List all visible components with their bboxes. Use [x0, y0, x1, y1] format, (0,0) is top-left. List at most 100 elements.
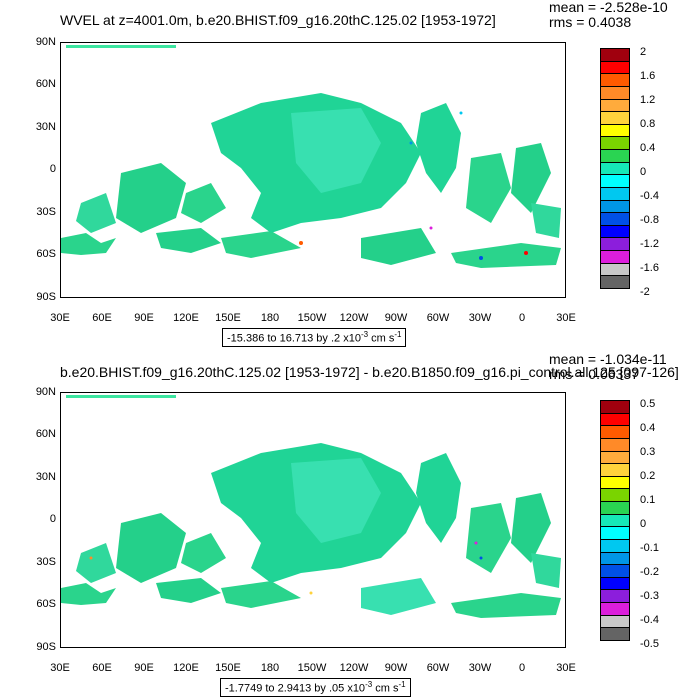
- colorbar-swatch: [600, 275, 630, 289]
- lat-label: 30N: [35, 121, 56, 133]
- lon-label: 120E: [173, 312, 199, 324]
- colorbar-label: -2: [640, 286, 650, 298]
- colorbar-swatch: [600, 199, 630, 213]
- panel-2-rms: rms = 0.06337: [549, 366, 639, 382]
- colorbar-label: 2: [640, 46, 647, 58]
- colorbar-label: -0.3: [640, 590, 659, 602]
- panel-1-rms: rms = 0.4038: [549, 14, 632, 30]
- colorbar-swatch: [600, 212, 630, 225]
- colorbar-swatch: [600, 627, 630, 641]
- lat-label: 0: [49, 513, 56, 525]
- range-text: -1.7749 to 2.9413 by .05 x10: [225, 682, 366, 695]
- lat-label: 90S: [36, 641, 56, 653]
- panel-2-map: [60, 392, 566, 648]
- range-exp: -3: [365, 680, 373, 689]
- lon-label: 90E: [134, 662, 154, 674]
- lon-label: 60W: [426, 312, 450, 324]
- colorbar-swatch: [600, 425, 630, 438]
- lon-label: 60E: [92, 662, 112, 674]
- colorbar-cells: [600, 400, 630, 641]
- colorbar-label: 0: [640, 518, 647, 530]
- lon-label: 90W: [384, 662, 408, 674]
- lon-label: 30W: [468, 312, 492, 324]
- range-unit: cm s: [372, 682, 399, 695]
- colorbar-swatch: [600, 48, 630, 61]
- panel-2-mean: mean = -1.034e-11: [549, 351, 667, 367]
- colorbar-label: 0.4: [640, 422, 656, 434]
- colorbar-label: -1.2: [640, 238, 659, 250]
- lon-label: 150E: [215, 662, 241, 674]
- panel-2-range-box: -1.7749 to 2.9413 by .05 x10-3 cm s-1: [220, 678, 411, 697]
- colorbar-label: 1.6: [640, 70, 656, 82]
- colorbar-swatch: [600, 73, 630, 86]
- colorbar-swatch: [600, 475, 630, 489]
- panel-2-landmass-field: [61, 395, 561, 618]
- colorbar-swatch: [600, 538, 630, 552]
- colorbar-label: 0.1: [640, 494, 656, 506]
- colorbar-label: 1.2: [640, 94, 656, 106]
- lat-label: 60N: [35, 78, 56, 90]
- colorbar-label: 0.5: [640, 398, 656, 410]
- panel-1-map: [60, 42, 566, 298]
- colorbar-label: 0.3: [640, 446, 656, 458]
- colorbar-swatch: [600, 551, 630, 565]
- colorbar-label: 0.2: [640, 470, 656, 482]
- colorbar-swatch: [600, 614, 630, 628]
- colorbar-swatch: [600, 576, 630, 590]
- colorbar-swatch: [600, 174, 630, 187]
- colorbar-label: 0.8: [640, 118, 656, 130]
- colorbar-swatch: [600, 501, 630, 514]
- colorbar-label: -0.8: [640, 214, 659, 226]
- colorbar-label: -0.4: [640, 190, 659, 202]
- colorbar-swatch: [600, 564, 630, 577]
- colorbar-swatch: [600, 60, 630, 74]
- lon-label: 30W: [468, 662, 492, 674]
- panel-2-title: b.e20.BHIST.f09_g16.20thC.125.02 [1953-1…: [60, 364, 679, 380]
- lon-label: 150W: [297, 662, 327, 674]
- lon-label: 30E: [50, 312, 70, 324]
- lat-label: 60S: [36, 598, 56, 610]
- range-unit: cm s: [368, 332, 395, 345]
- panel-1-mean: mean = -2.528e-10: [549, 0, 668, 15]
- lat-label: 30N: [35, 471, 56, 483]
- colorbar-swatch: [600, 250, 630, 263]
- lon-label: 180: [260, 662, 280, 674]
- range-exp: -3: [360, 330, 369, 339]
- lon-label: 60E: [92, 312, 112, 324]
- colorbar-swatch: [600, 513, 630, 527]
- lon-label: 120W: [339, 662, 369, 674]
- lon-label: 150W: [297, 312, 327, 324]
- lon-label: 30E: [556, 662, 576, 674]
- lat-label: 30S: [36, 206, 56, 218]
- colorbar-cells: [600, 48, 630, 289]
- colorbar-label: -1.6: [640, 262, 659, 274]
- colorbar-swatch: [600, 85, 630, 99]
- colorbar-label: -0.1: [640, 542, 659, 554]
- panel-1-title: WVEL at z=4001.0m, b.e20.BHIST.f09_g16.2…: [60, 12, 496, 28]
- lat-label: 60N: [35, 428, 56, 440]
- panel-1-landmass-field: [61, 45, 561, 268]
- colorbar-swatch: [600, 98, 630, 112]
- lon-label: 30E: [50, 662, 70, 674]
- colorbar-swatch: [600, 602, 630, 615]
- lon-label: 90W: [384, 312, 408, 324]
- lon-label: 0: [518, 662, 526, 674]
- colorbar-swatch: [600, 400, 630, 413]
- panel-1-range-box: -15.386 to 16.713 by .2 x10-3 cm s-1: [222, 328, 407, 347]
- range-unit-exp: -1: [398, 680, 406, 689]
- lat-label: 90N: [35, 386, 56, 398]
- lat-label: 90N: [35, 36, 56, 48]
- colorbar-swatch: [600, 161, 630, 175]
- colorbar-swatch: [600, 463, 630, 476]
- colorbar-label: -0.4: [640, 614, 659, 626]
- colorbar-swatch: [600, 526, 630, 539]
- range-text: -15.386 to 16.713 by .2 x10: [227, 332, 361, 345]
- lon-label: 60W: [426, 662, 450, 674]
- colorbar-swatch: [600, 262, 630, 276]
- colorbar-swatch: [600, 149, 630, 162]
- colorbar-swatch: [600, 450, 630, 464]
- lat-label: 90S: [36, 291, 56, 303]
- colorbar-label: -0.5: [640, 638, 659, 650]
- colorbar-label: 0: [640, 166, 647, 178]
- colorbar-swatch: [600, 186, 630, 200]
